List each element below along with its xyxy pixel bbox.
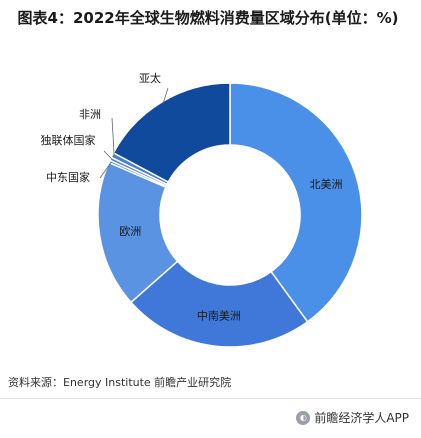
brand-logo-icon: ◐ — [296, 410, 311, 425]
label-europe: 欧洲 — [119, 225, 141, 238]
slice-south-central-america — [129, 260, 309, 348]
label-north-america: 北美洲 — [310, 178, 343, 191]
label-asia-pacific: 亚太 — [139, 72, 161, 85]
leader-line-africa — [111, 117, 115, 157]
chart-title: 图表4：2022年全球生物燃料消费量区域分布(单位：%) — [17, 9, 399, 27]
label-south-central-america: 中南美洲 — [197, 309, 241, 322]
brand-name: 前瞻经济学人APP — [314, 411, 409, 425]
footer-divider — [0, 398, 421, 399]
source-note: 资料来源：Energy Institute 前瞻产业研究院 — [8, 376, 232, 389]
slice-asia-pacific — [112, 82, 231, 184]
label-cis: 独联体国家 — [41, 133, 96, 147]
brand-footer: ◐ 前瞻经济学人APP — [296, 409, 409, 426]
label-africa: 非洲 — [79, 108, 101, 121]
leader-line-cis — [103, 150, 113, 160]
leader-line-asia-pacific — [162, 87, 169, 104]
leader-line-middle-east — [99, 162, 112, 179]
label-middle-east: 中东国家 — [46, 170, 90, 184]
slice-north-america — [229, 82, 363, 323]
